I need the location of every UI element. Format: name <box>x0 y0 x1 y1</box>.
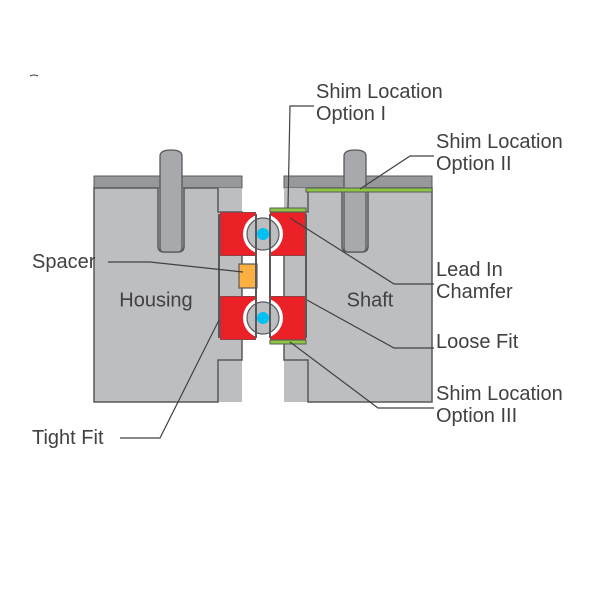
callout-shim3-label-0: Shim Location <box>436 383 563 405</box>
callout-loose-fit-label-0: Loose Fit <box>436 331 519 353</box>
ball-bottom-highlight <box>257 312 269 324</box>
callout-shim1-label-1: Option I <box>316 103 386 125</box>
callout-shim3-label-1: Option III <box>436 405 517 427</box>
shim-option-3 <box>270 340 306 344</box>
stray-mark <box>30 75 38 76</box>
callout-shim1-label-0: Shim Location <box>316 81 443 103</box>
callout-shim2-label-1: Option II <box>436 153 512 175</box>
shim-option-1 <box>270 208 306 212</box>
shim-option-2 <box>306 188 432 192</box>
shaft-label: Shaft <box>347 290 394 312</box>
callout-spacer-label-0: Spacer <box>32 251 96 273</box>
callout-lead-in-chamfer-label-1: Chamfer <box>436 281 513 303</box>
callout-tight-fit-label-0: Tight Fit <box>32 427 104 449</box>
housing-pin <box>160 150 182 252</box>
ball-top-highlight <box>257 228 269 240</box>
callout-lead-in-chamfer-label-0: Lead In <box>436 259 503 281</box>
shaft-pin <box>344 150 366 252</box>
housing-label: Housing <box>119 290 192 312</box>
spacer <box>239 264 257 288</box>
callout-shim2-label-0: Shim Location <box>436 131 563 153</box>
